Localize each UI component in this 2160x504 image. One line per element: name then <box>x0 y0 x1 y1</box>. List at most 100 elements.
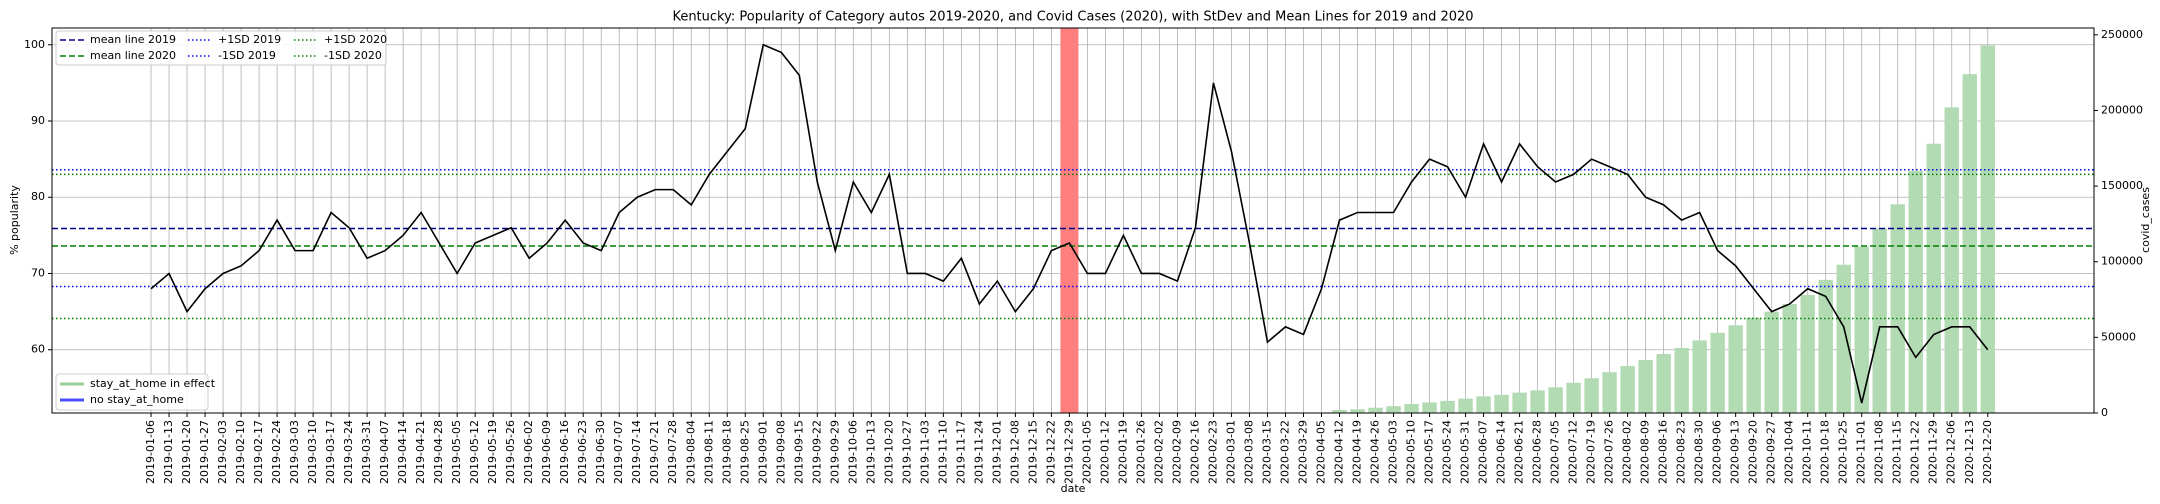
x-tick-label: 2019-03-17 <box>324 420 337 484</box>
x-tick-label: 2020-04-05 <box>1314 420 1327 484</box>
x-tick-label: 2020-01-05 <box>1080 420 1093 484</box>
x-tick-label: 2019-02-10 <box>234 420 247 484</box>
covid-bar <box>1494 394 1509 413</box>
x-tick-label: 2020-12-06 <box>1945 420 1958 484</box>
x-tick-label: 2019-11-10 <box>936 420 949 484</box>
y-axis-label: % popularity <box>8 185 21 255</box>
x-tick-label: 2020-11-22 <box>1909 420 1922 484</box>
y2-tick-label: 150000 <box>2101 179 2143 192</box>
x-tick-label: 2019-04-14 <box>396 420 409 484</box>
x-tick-label: 2020-02-16 <box>1188 420 1201 484</box>
x-tick-label: 2020-10-11 <box>1801 420 1814 484</box>
x-tick-label: 2020-04-12 <box>1333 420 1346 484</box>
legend-label: mean line 2019 <box>90 33 176 46</box>
x-tick-label: 2020-09-27 <box>1765 420 1778 484</box>
x-tick-label: 2019-12-01 <box>990 420 1003 484</box>
x-tick-label: 2020-07-26 <box>1603 420 1616 484</box>
x-tick-label: 2020-07-12 <box>1567 420 1580 484</box>
x-tick-label: 2019-11-03 <box>918 420 931 484</box>
x-tick-label: 2019-01-06 <box>144 420 157 484</box>
x-tick-label: 2020-10-18 <box>1819 420 1832 484</box>
x-tick-label: 2020-08-02 <box>1621 420 1634 484</box>
x-tick-label: 2019-08-04 <box>684 420 697 484</box>
x-tick-label: 2019-12-15 <box>1026 420 1039 484</box>
x-tick-label: 2020-08-16 <box>1657 420 1670 484</box>
x-tick-label: 2019-10-27 <box>900 420 913 484</box>
x-tick-label: 2020-12-20 <box>1981 420 1994 484</box>
x-tick-label: 2020-09-20 <box>1747 420 1760 484</box>
x-tick-label: 2019-03-24 <box>342 420 355 484</box>
x-tick-label: 2019-02-03 <box>216 420 229 484</box>
x-tick-label: 2020-10-04 <box>1783 420 1796 484</box>
y2-axis-label: covid_cases <box>2139 187 2152 253</box>
covid-bar <box>1584 378 1599 413</box>
covid-bar <box>1764 311 1779 413</box>
x-tick-label: 2020-05-24 <box>1441 420 1454 484</box>
x-tick-label: 2020-05-17 <box>1423 420 1436 484</box>
legend-label: +1SD 2020 <box>324 33 387 46</box>
x-tick-label: 2019-09-15 <box>792 420 805 484</box>
y-tick-label: 100 <box>24 38 45 51</box>
legend-label: +1SD 2019 <box>218 33 281 46</box>
x-tick-label: 2019-05-26 <box>504 420 517 484</box>
legend-label: -1SD 2020 <box>324 49 382 62</box>
covid-bar <box>1944 107 1959 413</box>
x-tick-label: 2019-07-21 <box>648 420 661 484</box>
covid-bar <box>1566 382 1581 413</box>
x-tick-label: 2020-09-13 <box>1729 420 1742 484</box>
x-tick-label: 2019-03-03 <box>288 420 301 484</box>
x-tick-label: 2019-07-28 <box>666 420 679 484</box>
covid-bar <box>1926 143 1941 413</box>
x-tick-label: 2020-05-03 <box>1387 420 1400 484</box>
x-tick-label: 2020-02-02 <box>1152 420 1165 484</box>
y2-tick-label: 50000 <box>2101 330 2136 343</box>
covid-bar <box>1548 387 1563 413</box>
x-tick-label: 2020-06-07 <box>1477 420 1490 484</box>
x-tick-label: 2020-09-06 <box>1711 420 1724 484</box>
x-tick-label: 2019-04-28 <box>432 420 445 484</box>
x-tick-label: 2020-07-05 <box>1549 420 1562 484</box>
x-tick-label: 2020-06-14 <box>1495 420 1508 484</box>
x-tick-label: 2019-08-25 <box>738 420 751 484</box>
x-tick-label: 2020-07-19 <box>1585 420 1598 484</box>
x-tick-label: 2019-10-06 <box>846 420 859 484</box>
covid-bar <box>1422 402 1437 413</box>
x-tick-label: 2019-06-16 <box>558 420 571 484</box>
x-tick-label: 2019-05-19 <box>486 420 499 484</box>
covid-bar <box>1368 407 1383 413</box>
x-tick-label: 2020-04-19 <box>1351 420 1364 484</box>
x-tick-label: 2019-07-07 <box>612 420 625 484</box>
covid-bar <box>1692 340 1707 413</box>
covid-bar <box>1728 325 1743 413</box>
x-tick-label: 2019-05-05 <box>450 420 463 484</box>
y2-tick-label: 100000 <box>2101 255 2143 268</box>
x-tick-label: 2019-06-02 <box>522 420 535 484</box>
x-tick-label: 2020-11-08 <box>1873 420 1886 484</box>
x-tick-label: 2020-01-26 <box>1134 420 1147 484</box>
x-tick-label: 2019-10-13 <box>864 420 877 484</box>
x-tick-label: 2020-08-23 <box>1675 420 1688 484</box>
x-tick-label: 2020-11-01 <box>1855 420 1868 484</box>
x-tick-label: 2020-05-31 <box>1459 420 1472 484</box>
covid-bar <box>1908 170 1923 413</box>
covid-bar <box>1476 396 1491 413</box>
covid-bar <box>1746 317 1761 413</box>
x-tick-label: 2019-10-20 <box>882 420 895 484</box>
x-tick-label: 2020-11-29 <box>1927 420 1940 484</box>
covid-bar <box>1458 398 1473 413</box>
covid-bar <box>1350 409 1365 413</box>
x-tick-label: 2020-03-22 <box>1278 420 1291 484</box>
covid-bar <box>1332 409 1347 413</box>
covid-bar <box>1620 366 1635 413</box>
covid-bar <box>1782 304 1797 413</box>
legend-label: stay_at_home in effect <box>90 377 216 390</box>
covid-bar <box>1656 354 1671 413</box>
x-tick-label: 2019-01-20 <box>180 420 193 484</box>
covid-bar <box>1818 279 1833 413</box>
x-tick-label: 2019-06-23 <box>576 420 589 484</box>
covid-bar <box>1404 403 1419 413</box>
x-tick-label: 2020-05-10 <box>1405 420 1418 484</box>
legend-label: -1SD 2019 <box>218 49 276 62</box>
x-tick-label: 2020-03-15 <box>1260 420 1273 484</box>
